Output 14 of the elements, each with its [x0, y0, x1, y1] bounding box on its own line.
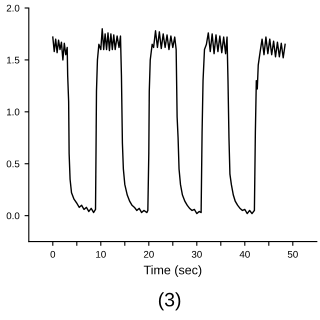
x-tick-label: 50 [288, 250, 298, 258]
x-tick-label: 40 [240, 250, 250, 258]
y-tick-label: 2.0 [6, 4, 20, 12]
x-tick-label: 10 [96, 250, 106, 258]
y-tick-label: 1.5 [7, 56, 20, 64]
x-axis-title: Time (sec) [144, 265, 202, 277]
x-tick-label: 0 [50, 250, 56, 258]
x-tick-label: 30 [192, 250, 202, 258]
y-tick-label: 0.5 [6, 160, 20, 168]
line-series [52, 28, 286, 214]
x-tick-label: 20 [144, 250, 154, 258]
y-tick-label: 0.0 [6, 212, 20, 220]
y-tick-label: 1.0 [7, 108, 20, 116]
text: (3) [158, 292, 180, 310]
